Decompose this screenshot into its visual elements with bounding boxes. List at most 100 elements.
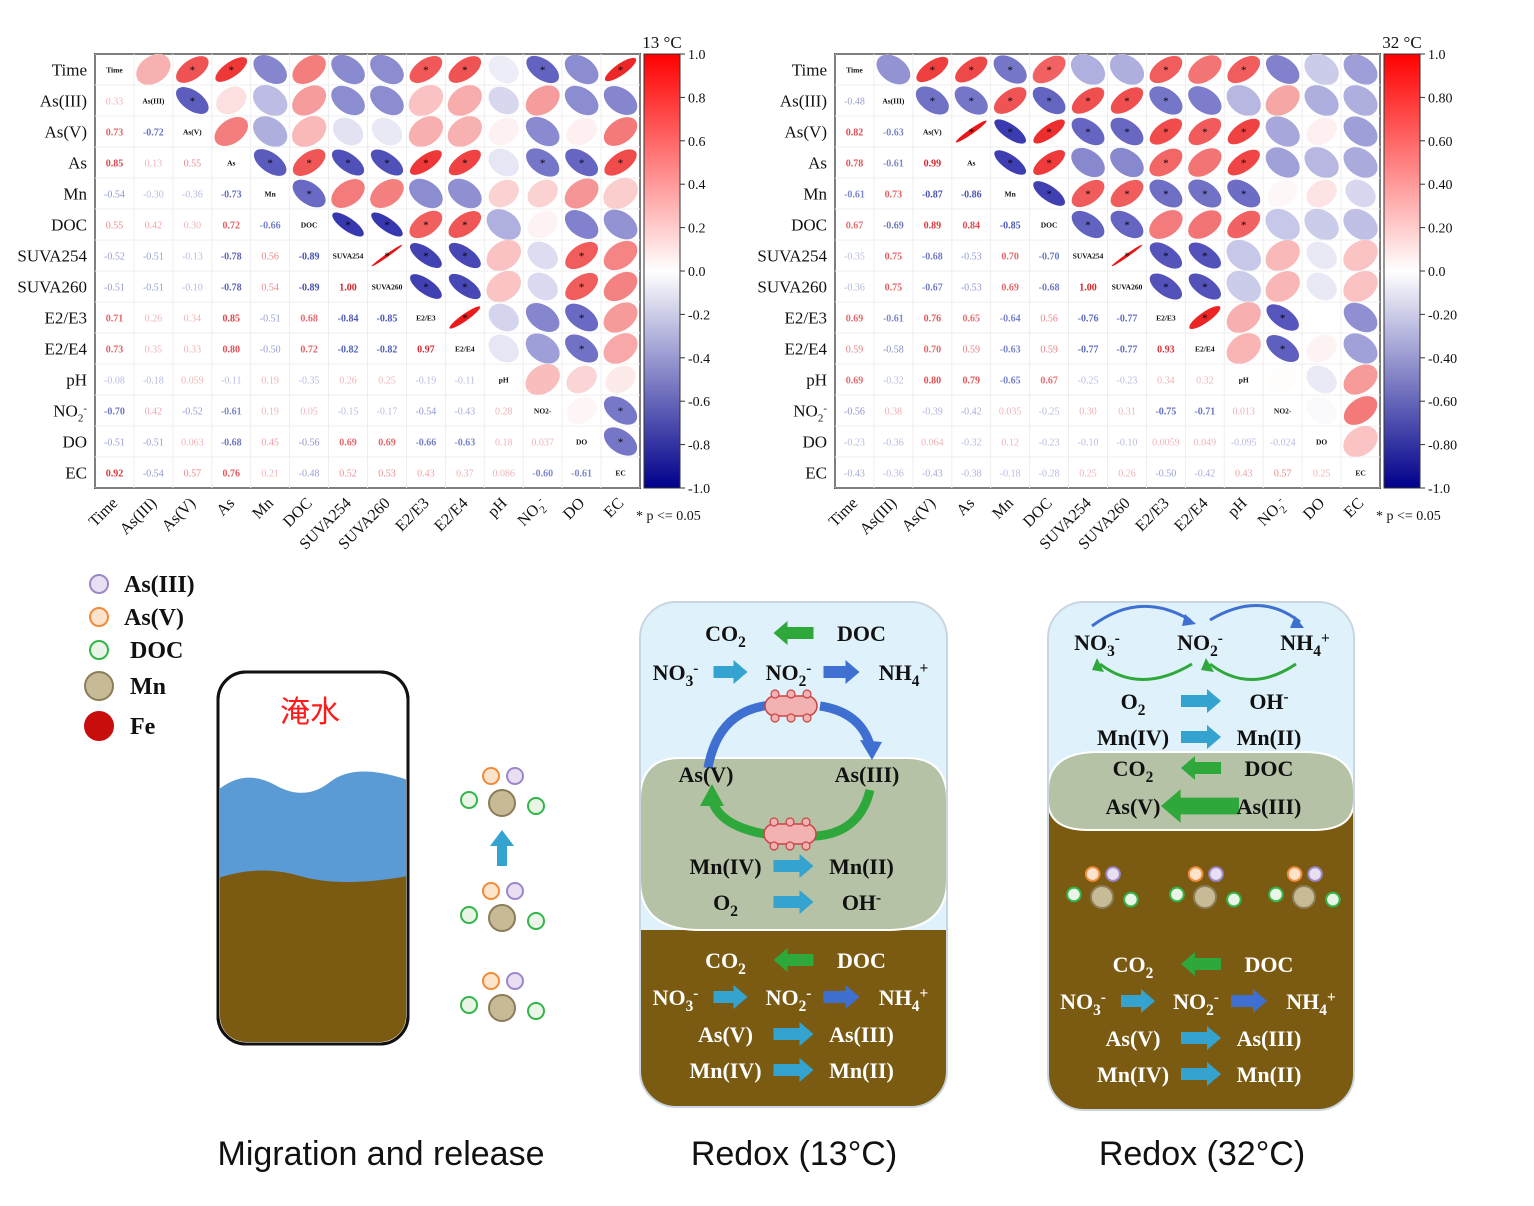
- correlation-value: -0.28: [1039, 469, 1060, 480]
- correlation-ellipse: [1149, 179, 1183, 208]
- mn-particle: [1192, 884, 1218, 910]
- correlation-ellipse: [488, 86, 519, 115]
- column-label: pH: [1225, 494, 1251, 520]
- correlation-value: 0.013: [1233, 407, 1256, 418]
- mn-particle: [488, 904, 516, 932]
- colorbar: [1383, 53, 1421, 489]
- correlation-value: -0.13: [182, 252, 203, 263]
- correlation-value: -0.25: [1039, 407, 1060, 418]
- correlation-value: 0.25: [1313, 469, 1331, 480]
- row-label: Time: [52, 61, 87, 80]
- correlation-value: 0.59: [846, 345, 864, 356]
- significance-star: *: [462, 220, 468, 232]
- matrix-title: 13 °C: [642, 33, 681, 52]
- significance-star: *: [229, 65, 235, 77]
- significance-star: *: [1280, 344, 1286, 356]
- enzyme-bead: [802, 689, 812, 699]
- correlation-value: 0.75: [885, 283, 903, 294]
- significance-star: *: [1163, 127, 1169, 139]
- species-label: Mn(IV): [1097, 1062, 1169, 1087]
- row-label: As(V): [45, 123, 88, 142]
- right-arrow: [1181, 1062, 1221, 1086]
- right-arrow: [1181, 689, 1221, 713]
- correlation-ellipse: [1226, 333, 1261, 364]
- correlation-ellipse: [525, 85, 560, 116]
- diagonal-label: NO2-: [1274, 407, 1292, 416]
- correlation-value: -0.77: [1117, 314, 1138, 325]
- sediment-reaction: As(V) As(III): [698, 1022, 894, 1047]
- doc-particle: [1268, 886, 1284, 903]
- correlation-value: -0.68: [1039, 283, 1060, 294]
- correlation-ellipse: [1306, 396, 1337, 425]
- correlation-ellipse: [175, 87, 209, 114]
- correlation-value: -0.36: [883, 469, 904, 480]
- correlation-ellipse: [525, 333, 560, 364]
- arrowhead: [1182, 614, 1196, 626]
- correlation-ellipse: [1033, 119, 1065, 144]
- correlation-ellipse: [1188, 210, 1222, 239]
- colorbar: [643, 53, 681, 489]
- left-arrow: [1161, 789, 1239, 823]
- enzyme-bead: [801, 841, 811, 851]
- correlation-ellipse: [292, 85, 327, 116]
- legend-label: DOC: [130, 638, 183, 664]
- species-label: Mn(IV): [1097, 725, 1169, 750]
- species-label: NO2-: [1177, 630, 1223, 660]
- significance-star: *: [267, 158, 273, 170]
- species-label: NH4+: [879, 985, 928, 1015]
- significance-star: *: [540, 65, 546, 77]
- column-label: E2/E3: [392, 495, 432, 535]
- diagonal-label: E2/E4: [1195, 345, 1215, 354]
- correlation-value: -0.61: [883, 159, 904, 170]
- doc-particle: [1226, 891, 1242, 908]
- correlation-value: -0.89: [299, 283, 320, 294]
- diagonal-label: E2/E3: [416, 314, 436, 323]
- correlation-value: -0.25: [1078, 376, 1099, 387]
- correlation-ellipse: [1149, 55, 1183, 84]
- correlation-value: -0.70: [104, 407, 125, 418]
- correlation-ellipse: [370, 54, 404, 85]
- correlation-ellipse: [214, 117, 249, 146]
- correlation-ellipse: [1343, 85, 1378, 116]
- species-label: Mn(II): [829, 1058, 894, 1083]
- correlation-ellipse: [1343, 302, 1378, 333]
- right-arrow: [773, 854, 814, 878]
- diagonal-label: As(V): [183, 128, 202, 137]
- enzyme-bead: [770, 713, 780, 723]
- row-label: DO: [62, 433, 87, 452]
- correlation-ellipse: [1265, 147, 1300, 178]
- diagonal-label: SUVA260: [1112, 283, 1143, 292]
- correlation-ellipse: [603, 177, 638, 210]
- significance-star: *: [423, 158, 429, 170]
- significance-star: *: [1124, 96, 1130, 108]
- correlation-ellipse: [1304, 85, 1339, 116]
- correlation-ellipse: [1343, 54, 1378, 85]
- correlation-ellipse: [603, 333, 638, 364]
- correlation-value: 0.55: [184, 159, 202, 170]
- diagonal-label: pH: [1239, 376, 1249, 385]
- significance-star: *: [1124, 251, 1130, 263]
- correlation-value: 0.064: [921, 438, 944, 449]
- correlation-value: 0.68: [300, 314, 318, 325]
- species-label: NO2-: [766, 660, 812, 690]
- correlation-value: 0.30: [1079, 407, 1097, 418]
- correlation-value: -0.43: [844, 469, 865, 480]
- significance-star: *: [306, 189, 312, 201]
- correlation-ellipse: [448, 211, 482, 238]
- correlation-value: -0.78: [221, 283, 242, 294]
- correlation-value: 0.70: [924, 345, 942, 356]
- correlation-ellipse: [1306, 334, 1337, 363]
- mn-particle: [488, 994, 516, 1022]
- correlation-ellipse: [448, 242, 481, 269]
- correlation-ellipse: [566, 396, 597, 425]
- significance-star: *: [930, 96, 936, 108]
- correlation-ellipse: [1304, 208, 1339, 241]
- diagonal-label: As: [967, 159, 975, 168]
- diagonal-label: E2/E3: [1156, 314, 1176, 323]
- matrix-title: 32 °C: [1382, 33, 1421, 52]
- colorbar-tick-label: 0.40: [1428, 178, 1453, 193]
- column-label: E2/E4: [431, 495, 471, 535]
- enzyme-icon: [764, 695, 818, 717]
- correlation-ellipse: [1343, 333, 1378, 364]
- correlation-value: 0.26: [1118, 469, 1136, 480]
